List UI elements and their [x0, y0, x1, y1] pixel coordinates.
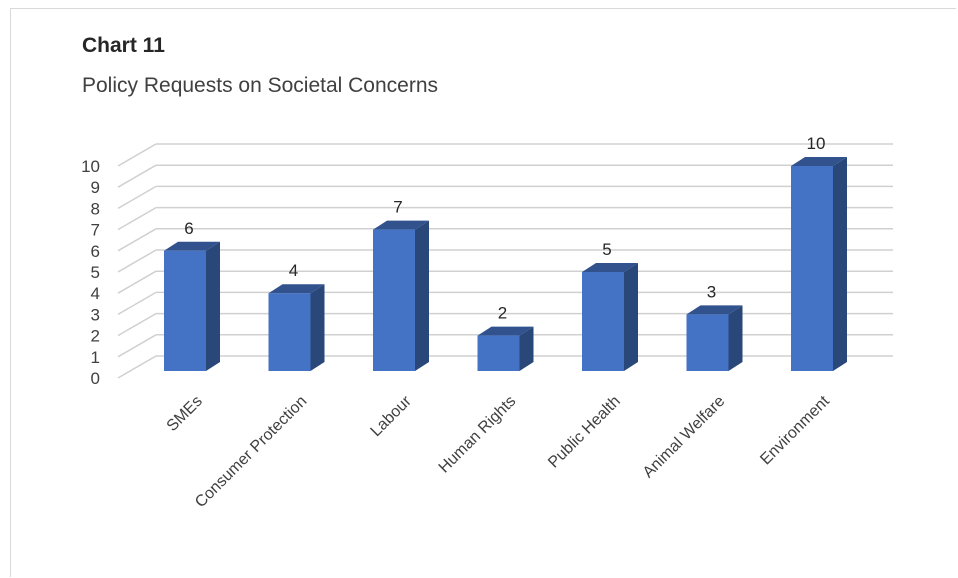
bar-top: [373, 220, 429, 230]
x-category-label: Consumer Protection: [192, 393, 310, 511]
gridline-depth: [117, 249, 157, 273]
data-label: 10: [807, 134, 826, 153]
gridline-depth: [117, 355, 157, 379]
y-tick-label: 0: [91, 369, 100, 388]
data-label: 2: [498, 304, 507, 323]
x-category-label: SMEs: [164, 393, 206, 435]
bar-side: [728, 305, 743, 371]
bar-top: [477, 326, 534, 336]
bar-top: [582, 263, 638, 272]
gridline-depth: [117, 164, 157, 188]
y-tick-label: 10: [81, 157, 100, 176]
x-category-label: Human Rights: [436, 393, 520, 477]
y-tick-label: 3: [91, 305, 100, 324]
data-label: 5: [602, 240, 611, 259]
chart-heading: Chart 11: [82, 34, 165, 57]
data-label: 7: [393, 198, 402, 217]
x-category-label: Environment: [757, 392, 833, 468]
gridline-depth: [117, 291, 157, 316]
data-label: 6: [184, 219, 193, 238]
bar-top: [268, 284, 325, 294]
gridline-depth: [117, 312, 157, 337]
x-category-label: Public Health: [545, 393, 624, 472]
x-category-label: Labour: [368, 392, 416, 440]
y-axis-ticks: 0 1 2 3 4 5 6 7 8 9 10: [81, 157, 100, 388]
bar-side: [206, 241, 220, 371]
bar: [164, 250, 206, 371]
bar: [686, 314, 729, 371]
bar: [373, 229, 415, 371]
y-tick-label: 9: [91, 178, 100, 197]
bar-top: [686, 305, 743, 315]
bar: [477, 335, 520, 371]
bar-side: [519, 326, 534, 371]
bar-side: [833, 157, 847, 371]
x-category-label: Animal Welfare: [640, 393, 729, 482]
bar: [791, 166, 833, 371]
gridline-depth: [117, 228, 157, 252]
gridline-depth: [117, 206, 157, 231]
bar-top: [164, 241, 220, 251]
chart-title: Policy Requests on Societal Concerns: [82, 74, 439, 97]
gridline-depth: [117, 270, 157, 294]
gridline-depth: [117, 143, 157, 167]
y-tick-label: 5: [91, 263, 100, 282]
bar-side: [310, 284, 325, 371]
y-tick-label: 2: [91, 327, 100, 346]
gridline-depth: [117, 334, 157, 358]
chart-frame: [10, 8, 956, 577]
bar-side: [415, 220, 429, 371]
bar-top: [791, 157, 847, 166]
gridline-depth: [117, 185, 157, 210]
bars: [164, 157, 847, 371]
data-label: 4: [289, 261, 298, 280]
bar: [582, 272, 624, 371]
data-label: 3: [707, 282, 716, 301]
y-tick-label: 6: [91, 242, 100, 261]
data-labels: 6 4 7 2 5 3 10: [184, 134, 825, 323]
bar: [268, 293, 311, 371]
y-tick-label: 7: [91, 221, 100, 240]
bar-side: [624, 263, 638, 371]
y-tick-label: 1: [91, 348, 100, 367]
y-tick-label: 8: [91, 199, 100, 218]
y-tick-label: 4: [91, 284, 100, 303]
